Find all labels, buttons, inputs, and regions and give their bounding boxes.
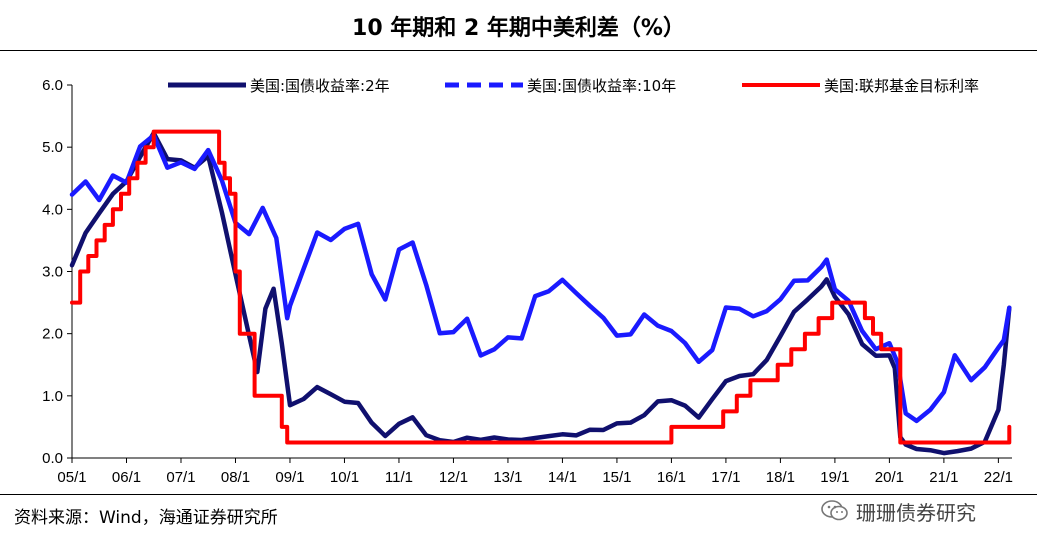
watermark: 珊珊债券研究 [820, 496, 976, 526]
x-tick-label: 20/1 [875, 469, 904, 486]
x-tick-label: 18/1 [766, 469, 795, 486]
line-chart: 0.0 1.0 2.0 3.0 4.0 5.0 6.0 05/1 06/1 07/1 08/1 09/… [42, 77, 1013, 486]
chart-title: 10 年期和 2 年期中美利差（%） [352, 16, 685, 41]
y-tick-label: 2.0 [42, 326, 63, 343]
legend-item-3: 美国:联邦基金目标利率 [742, 77, 979, 95]
legend-label: 美国:国债收益率:10年 [527, 77, 676, 95]
x-tick-label: 07/1 [166, 469, 195, 486]
series-layer [69, 129, 1012, 456]
x-tick-label: 15/1 [602, 469, 631, 486]
source-note: 资料来源：Wind，海通证券研究所 [14, 508, 278, 528]
x-tick-label: 12/1 [439, 469, 468, 486]
x-tick-label: 17/1 [711, 469, 740, 486]
x-tick-label: 06/1 [112, 469, 141, 486]
x-tick-label: 05/1 [57, 469, 86, 486]
series-line-2 [69, 133, 1012, 424]
x-tick-label: 21/1 [929, 469, 958, 486]
watermark-text: 珊珊债券研究 [856, 500, 976, 525]
x-tick-label: 16/1 [657, 469, 686, 486]
series-line-3 [70, 129, 1012, 445]
x-tick-label: 09/1 [275, 469, 304, 486]
x-tick-label: 14/1 [548, 469, 577, 486]
y-tick-label: 0.0 [42, 450, 63, 467]
x-tick-label: 10/1 [330, 469, 359, 486]
x-tick-label: 19/1 [820, 469, 849, 486]
x-tick-label: 13/1 [493, 469, 522, 486]
legend-label: 美国:国债收益率:2年 [250, 77, 390, 95]
wechat-icon [821, 500, 848, 521]
legend-label: 美国:联邦基金目标利率 [824, 77, 979, 95]
y-tick-label: 1.0 [42, 388, 63, 405]
y-tick-label: 4.0 [42, 201, 63, 218]
x-tick-label: 08/1 [221, 469, 250, 486]
axes: 0.0 1.0 2.0 3.0 4.0 5.0 6.0 05/1 06/1 07/1 08/1 09/… [42, 77, 1013, 486]
legend-item-1: 美国:国债收益率:2年 [168, 77, 390, 95]
legend: 美国:国债收益率:2年 美国:国债收益率:10年 美国:联邦基金目标利率 [168, 77, 979, 95]
legend-item-2: 美国:国债收益率:10年 [445, 77, 676, 95]
title-divider [0, 50, 1037, 51]
y-tick-label: 6.0 [42, 77, 63, 94]
y-tick-label: 5.0 [42, 139, 63, 156]
x-tick-label: 22/1 [984, 469, 1013, 486]
x-tick-label: 11/1 [385, 469, 413, 486]
footer-divider [0, 494, 1037, 495]
y-tick-label: 3.0 [42, 264, 63, 281]
